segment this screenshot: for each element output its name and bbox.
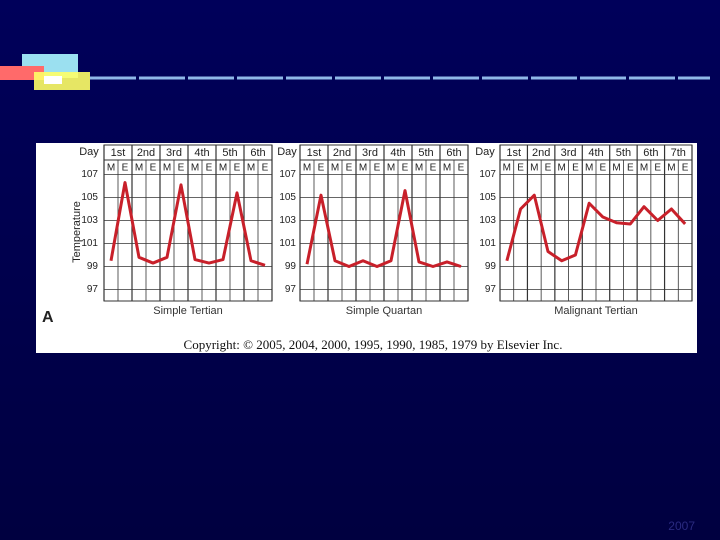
- day-name: 2nd: [333, 147, 351, 159]
- x-tick-label: M: [503, 163, 511, 174]
- x-tick-label: M: [415, 163, 423, 174]
- y-tick-label: 101: [81, 238, 98, 249]
- x-tick-label: E: [430, 163, 437, 174]
- y-tick-label: 107: [81, 169, 98, 180]
- x-tick-label: E: [206, 163, 213, 174]
- x-tick-label: E: [178, 163, 185, 174]
- y-tick-label: 105: [479, 192, 496, 203]
- day-label: Day: [79, 146, 99, 158]
- y-tick-label: 99: [87, 261, 99, 272]
- x-tick-label: E: [682, 163, 689, 174]
- y-tick-label: 105: [81, 192, 98, 203]
- day-label: Day: [277, 146, 297, 158]
- x-tick-label: E: [318, 163, 325, 174]
- x-tick-label: M: [135, 163, 143, 174]
- temperature-line: [505, 193, 687, 263]
- y-tick-label: 101: [479, 238, 496, 249]
- x-tick-label: M: [558, 163, 566, 174]
- x-axis-label: Malignant Tertian: [554, 305, 638, 317]
- day-name: 1st: [307, 147, 322, 159]
- x-tick-label: M: [585, 163, 593, 174]
- x-tick-label: M: [387, 163, 395, 174]
- x-tick-label: M: [443, 163, 451, 174]
- y-tick-label: 103: [279, 215, 296, 226]
- x-tick-label: E: [150, 163, 157, 174]
- x-tick-label: E: [262, 163, 269, 174]
- panel-label: A: [42, 309, 54, 326]
- x-tick-label: M: [612, 163, 620, 174]
- x-tick-label: E: [517, 163, 524, 174]
- x-axis-label: Simple Tertian: [153, 305, 223, 317]
- day-name: 3rd: [362, 147, 378, 159]
- x-tick-label: M: [331, 163, 339, 174]
- x-tick-label: M: [219, 163, 227, 174]
- x-tick-label: E: [122, 163, 129, 174]
- decoration: [0, 54, 710, 90]
- x-axis-label: Simple Quartan: [346, 305, 422, 317]
- x-tick-label: E: [346, 163, 353, 174]
- y-tick-label: 107: [479, 169, 496, 180]
- x-tick-label: E: [374, 163, 381, 174]
- x-tick-label: E: [627, 163, 634, 174]
- day-name: 4th: [588, 147, 603, 159]
- day-name: 5th: [616, 147, 631, 159]
- temperature-line: [305, 189, 462, 268]
- day-name: 2nd: [137, 147, 155, 159]
- y-tick-label: 101: [279, 238, 296, 249]
- x-tick-label: M: [163, 163, 171, 174]
- x-tick-label: E: [234, 163, 241, 174]
- y-tick-label: 107: [279, 169, 296, 180]
- day-name: 6th: [643, 147, 658, 159]
- y-tick-label: 99: [285, 261, 297, 272]
- footer: 2007: [668, 519, 695, 533]
- x-tick-label: M: [667, 163, 675, 174]
- y-tick-label: 97: [285, 284, 297, 295]
- day-name: 1st: [111, 147, 126, 159]
- y-tick-label: 103: [479, 215, 496, 226]
- y-tick-label: 99: [485, 261, 497, 272]
- day-name: 2nd: [532, 147, 550, 159]
- y-tick-label: 103: [81, 215, 98, 226]
- day-name: 6th: [446, 147, 461, 159]
- x-tick-label: M: [191, 163, 199, 174]
- day-name: 5th: [222, 147, 237, 159]
- x-tick-label: E: [458, 163, 465, 174]
- temperature-line: [109, 181, 266, 267]
- x-tick-label: E: [545, 163, 552, 174]
- x-tick-label: E: [402, 163, 409, 174]
- y-tick-label: 97: [87, 284, 99, 295]
- day-name: 4th: [390, 147, 405, 159]
- x-tick-label: M: [359, 163, 367, 174]
- day-name: 6th: [250, 147, 265, 159]
- x-tick-label: M: [530, 163, 538, 174]
- y-tick-label: 97: [485, 284, 497, 295]
- x-tick-label: M: [303, 163, 311, 174]
- day-name: 5th: [418, 147, 433, 159]
- day-label: Day: [475, 146, 495, 158]
- day-name: 3rd: [166, 147, 182, 159]
- day-name: 3rd: [561, 147, 577, 159]
- x-tick-label: E: [654, 163, 661, 174]
- day-name: 1st: [506, 147, 521, 159]
- x-tick-label: M: [640, 163, 648, 174]
- x-tick-label: E: [600, 163, 607, 174]
- x-tick-label: M: [247, 163, 255, 174]
- x-tick-label: M: [107, 163, 115, 174]
- day-name: 7th: [671, 147, 686, 159]
- x-tick-label: E: [572, 163, 579, 174]
- y-tick-label: 105: [279, 192, 296, 203]
- copyright: Copyright: © 2005, 2004, 2000, 1995, 199…: [184, 337, 563, 352]
- day-name: 4th: [194, 147, 209, 159]
- y-axis-label: Temperature: [71, 201, 83, 263]
